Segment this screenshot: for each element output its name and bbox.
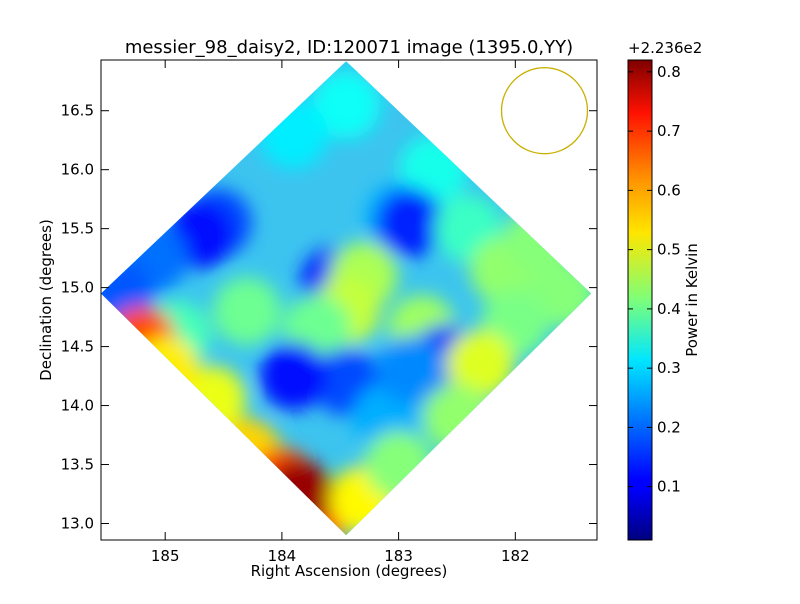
y-tick-label: 14.5: [61, 338, 94, 356]
colorbar: 0.1 0.2 0.3 0.4 0.5 0.6 0.7 0.8 +2.236e2 Power …: [627, 39, 702, 541]
colorbar-tick-label: 0.7: [657, 122, 681, 140]
colorbar-tick-label: 0.3: [657, 359, 681, 377]
y-tick-label: 14.0: [61, 397, 94, 415]
y-tick-label: 13.5: [61, 456, 94, 474]
y-axis: 13.0 13.5 14.0 14.5 15.0 15.5 16.0 16.5: [61, 102, 597, 532]
x-axis: 185 184 183 182: [151, 60, 530, 565]
colorbar-offset-label: +2.236e2: [628, 39, 702, 57]
colorbar-gradient: [627, 59, 653, 541]
y-tick-label: 15.0: [61, 279, 94, 297]
y-tick-label: 16.0: [61, 161, 94, 179]
colorbar-label: Power in Kelvin: [683, 243, 701, 357]
colorbar-ticks: 0.1 0.2 0.3 0.4 0.5 0.6 0.7 0.8: [628, 63, 681, 496]
colorbar-tick-label: 0.6: [657, 181, 681, 199]
map-value-point: [376, 188, 445, 257]
colorbar-tick-label: 0.8: [657, 63, 681, 81]
x-tick-label: 182: [501, 547, 530, 565]
y-tick-label: 15.5: [61, 220, 94, 238]
colorbar-tick-label: 0.4: [657, 300, 681, 318]
y-tick-label: 13.0: [61, 514, 94, 532]
map-value-point: [312, 70, 381, 139]
y-axis-label: Declination (degrees): [37, 219, 55, 381]
colorbar-tick-label: 0.5: [657, 241, 681, 259]
map-value-point: [259, 342, 328, 411]
x-tick-label: 184: [268, 547, 297, 565]
x-tick-label: 185: [151, 547, 180, 565]
map-value-point: [446, 330, 515, 399]
map-value-point: [376, 336, 445, 405]
plot-area: [101, 60, 597, 540]
x-axis-label: Right Ascension (degrees): [251, 562, 448, 580]
colorbar-tick-label: 0.2: [657, 418, 681, 436]
x-tick-label: 183: [384, 547, 413, 565]
plot-frame: [100, 59, 598, 541]
beam-circle: [500, 67, 589, 155]
colorbar-tick-label: 0.1: [657, 478, 681, 496]
map-value-point: [212, 277, 281, 346]
chart-title: messier_98_daisy2, ID:120071 image (1395…: [125, 37, 573, 58]
y-tick-label: 16.5: [61, 102, 94, 120]
